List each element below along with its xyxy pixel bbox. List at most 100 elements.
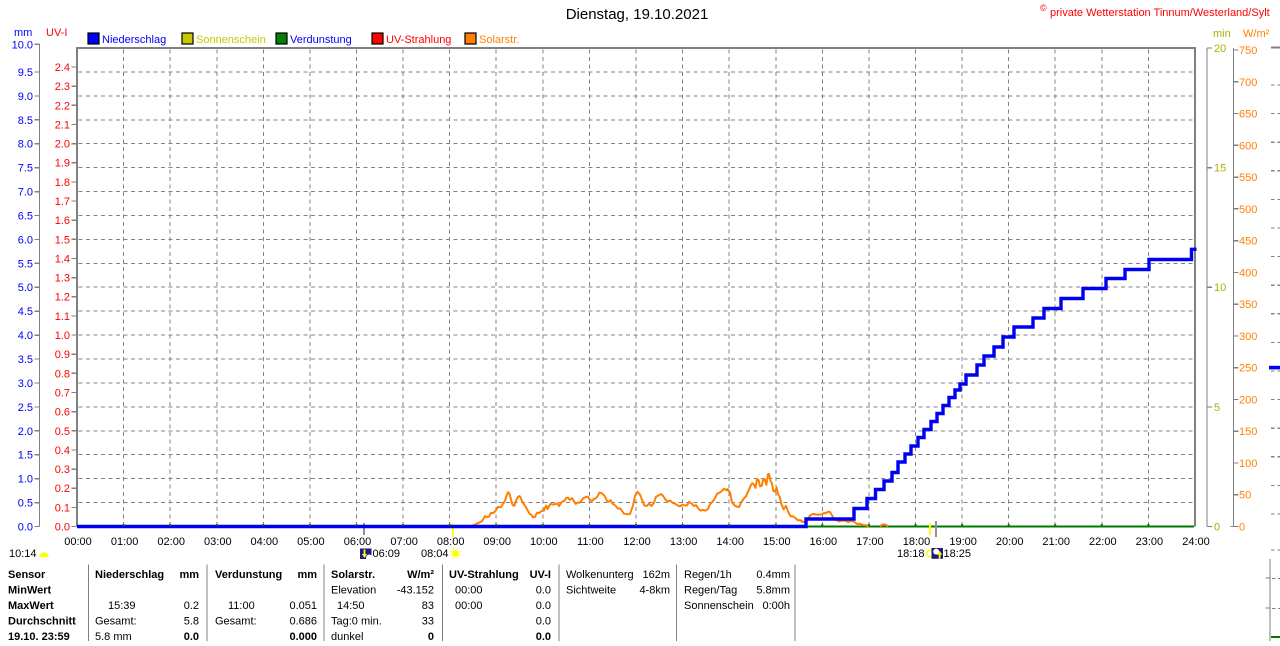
svg-text:19.10. 23:59: 19.10. 23:59 bbox=[8, 631, 70, 641]
svg-text:1.4: 1.4 bbox=[55, 254, 70, 266]
svg-text:20: 20 bbox=[1214, 43, 1226, 55]
svg-text:16:00: 16:00 bbox=[810, 536, 838, 548]
svg-text:5.0: 5.0 bbox=[18, 282, 33, 294]
svg-text:mm: mm bbox=[14, 27, 32, 39]
svg-text:11:00: 11:00 bbox=[577, 536, 604, 548]
svg-text:05:00: 05:00 bbox=[297, 536, 325, 548]
svg-text:Tag:0 min.: Tag:0 min. bbox=[331, 616, 382, 628]
svg-text:0.2: 0.2 bbox=[55, 483, 70, 495]
svg-text:Solarstr.: Solarstr. bbox=[479, 34, 519, 46]
svg-text:MinWert: MinWert bbox=[8, 585, 52, 597]
svg-text:0.6: 0.6 bbox=[55, 407, 70, 419]
svg-text:10: 10 bbox=[1214, 282, 1226, 294]
svg-text:1.9: 1.9 bbox=[55, 158, 70, 170]
svg-text:06:00: 06:00 bbox=[344, 536, 372, 548]
svg-text:11:00: 11:00 bbox=[228, 600, 255, 612]
svg-text:300: 300 bbox=[1239, 331, 1257, 343]
svg-text:Sichtweite: Sichtweite bbox=[566, 585, 616, 597]
svg-text:0.0: 0.0 bbox=[536, 600, 551, 612]
svg-text:100: 100 bbox=[1239, 458, 1257, 470]
svg-text:3.5: 3.5 bbox=[18, 354, 33, 366]
svg-text:0.7: 0.7 bbox=[55, 388, 70, 400]
svg-text:8.5: 8.5 bbox=[18, 115, 33, 127]
svg-text:0.5: 0.5 bbox=[55, 426, 70, 438]
svg-text:Solarstr.: Solarstr. bbox=[331, 569, 375, 581]
svg-text:08:04: 08:04 bbox=[421, 548, 449, 560]
svg-text:10:00: 10:00 bbox=[530, 536, 558, 548]
svg-text:9.0: 9.0 bbox=[18, 91, 33, 103]
svg-text:Gesamt:: Gesamt: bbox=[95, 616, 137, 628]
svg-text:13:00: 13:00 bbox=[670, 536, 698, 548]
svg-text:08:00: 08:00 bbox=[437, 536, 465, 548]
svg-text:Sonnenschein: Sonnenschein bbox=[684, 600, 754, 612]
svg-text:350: 350 bbox=[1239, 299, 1257, 311]
svg-text:Wolkenunterg: Wolkenunterg bbox=[566, 569, 634, 581]
svg-text:0.9: 0.9 bbox=[55, 349, 70, 361]
svg-text:250: 250 bbox=[1239, 363, 1257, 375]
svg-text:0:00h: 0:00h bbox=[762, 600, 790, 612]
svg-text:150: 150 bbox=[1239, 426, 1257, 438]
svg-text:1.7: 1.7 bbox=[55, 196, 70, 208]
svg-text:mm: mm bbox=[297, 569, 317, 581]
svg-text:0.000: 0.000 bbox=[289, 631, 317, 641]
svg-text:200: 200 bbox=[1239, 394, 1257, 406]
svg-text:700: 700 bbox=[1239, 77, 1257, 89]
svg-text:550: 550 bbox=[1239, 172, 1257, 184]
svg-text:00:00: 00:00 bbox=[64, 536, 92, 548]
svg-text:20:00: 20:00 bbox=[996, 536, 1024, 548]
svg-text:0.0: 0.0 bbox=[55, 522, 70, 534]
svg-text:W/m²: W/m² bbox=[1243, 28, 1270, 40]
svg-text:2.4: 2.4 bbox=[55, 62, 70, 74]
svg-text:W/m²: W/m² bbox=[407, 569, 434, 581]
svg-text:50: 50 bbox=[1239, 490, 1251, 502]
svg-text:600: 600 bbox=[1239, 140, 1257, 152]
svg-text:Durchschnitt: Durchschnitt bbox=[8, 616, 76, 628]
svg-text:162m: 162m bbox=[642, 569, 670, 581]
svg-text:07:00: 07:00 bbox=[390, 536, 418, 548]
svg-text:06:09: 06:09 bbox=[373, 548, 401, 560]
svg-text:0.0: 0.0 bbox=[184, 631, 199, 641]
svg-text:12:00: 12:00 bbox=[623, 536, 651, 548]
svg-text:0.686: 0.686 bbox=[289, 616, 317, 628]
svg-text:private Wetterstation Tinnum/W: private Wetterstation Tinnum/Westerland/… bbox=[1050, 7, 1270, 19]
svg-text:0.0: 0.0 bbox=[536, 585, 551, 597]
svg-text:0.5: 0.5 bbox=[18, 498, 33, 510]
svg-text:2.0: 2.0 bbox=[55, 139, 70, 151]
svg-text:3.0: 3.0 bbox=[18, 378, 33, 390]
svg-text:14:00: 14:00 bbox=[716, 536, 744, 548]
svg-text:5.8 mm: 5.8 mm bbox=[95, 631, 132, 641]
svg-text:Regen/1h: Regen/1h bbox=[684, 569, 732, 581]
svg-text:5.8mm: 5.8mm bbox=[756, 585, 790, 597]
svg-text:0: 0 bbox=[1214, 522, 1220, 534]
svg-text:5: 5 bbox=[1214, 402, 1220, 414]
svg-text:UV-I: UV-I bbox=[46, 27, 67, 39]
svg-text:00:00: 00:00 bbox=[455, 600, 483, 612]
svg-text:1.2: 1.2 bbox=[55, 292, 70, 304]
svg-text:18:25: 18:25 bbox=[944, 548, 972, 560]
svg-text:4-8km: 4-8km bbox=[639, 585, 670, 597]
svg-text:0: 0 bbox=[1239, 522, 1245, 534]
svg-text:Sonnenschein: Sonnenschein bbox=[196, 34, 266, 46]
svg-text:5.8: 5.8 bbox=[184, 616, 199, 628]
svg-text:6.5: 6.5 bbox=[18, 211, 33, 223]
svg-text:33: 33 bbox=[422, 616, 434, 628]
svg-text:0.2: 0.2 bbox=[184, 600, 199, 612]
svg-text:0.4mm: 0.4mm bbox=[756, 569, 790, 581]
svg-text:400: 400 bbox=[1239, 267, 1257, 279]
svg-text:min: min bbox=[1213, 28, 1231, 40]
svg-text:©: © bbox=[1040, 3, 1047, 13]
svg-text:83: 83 bbox=[422, 600, 434, 612]
svg-text:0.051: 0.051 bbox=[289, 600, 317, 612]
svg-text:4.0: 4.0 bbox=[18, 330, 33, 342]
svg-text:UV-Strahlung: UV-Strahlung bbox=[386, 34, 451, 46]
svg-text:-43.152: -43.152 bbox=[397, 585, 434, 597]
svg-text:18:18: 18:18 bbox=[897, 548, 925, 560]
svg-text:1.3: 1.3 bbox=[55, 273, 70, 285]
svg-text:7.5: 7.5 bbox=[18, 163, 33, 175]
svg-text:7.0: 7.0 bbox=[18, 187, 33, 199]
svg-text:Dienstag, 19.10.2021: Dienstag, 19.10.2021 bbox=[566, 6, 709, 23]
svg-text:750: 750 bbox=[1239, 45, 1257, 57]
svg-text:10.0: 10.0 bbox=[12, 40, 33, 52]
svg-text:18:00: 18:00 bbox=[903, 536, 931, 548]
svg-text:6.0: 6.0 bbox=[18, 234, 33, 246]
